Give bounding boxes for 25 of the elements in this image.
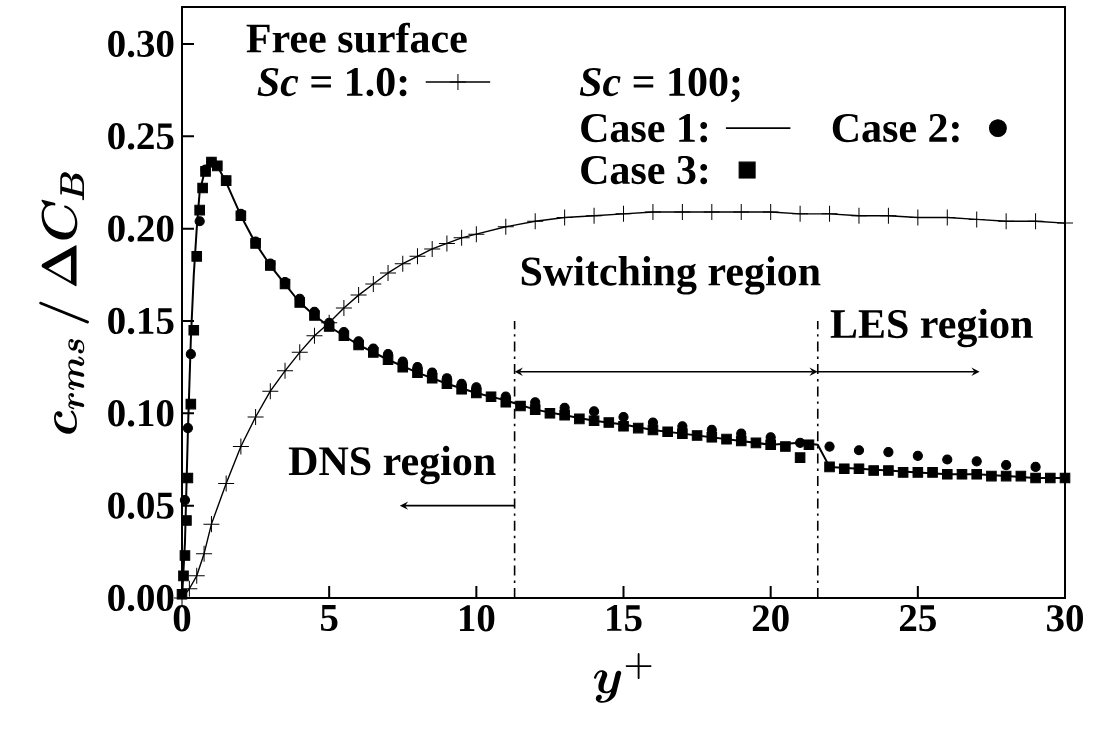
y-tick-label: 0.25 xyxy=(108,123,174,150)
x-tick-label: 5 xyxy=(320,605,338,631)
x-axis-title: $y^{+}$ xyxy=(593,653,652,703)
x-tick-label: 30 xyxy=(1046,605,1084,632)
legend-title: Free surface xyxy=(246,22,467,53)
y-tick-label: 0.15 xyxy=(108,307,174,335)
annotation: Sc = 100; xyxy=(579,67,740,103)
x-tick-label: 20 xyxy=(752,605,789,632)
y-tick-label: 0.10 xyxy=(108,400,174,427)
annotation: LES region xyxy=(830,308,1033,348)
y-tick-label: 0.30 xyxy=(108,30,174,58)
annotation: Switching region xyxy=(521,256,821,295)
x-tick-label: 0 xyxy=(173,605,191,632)
annotation: DNS region xyxy=(288,445,496,485)
x-tick-label: 25 xyxy=(899,605,936,632)
legend-label: Case 3: xyxy=(581,155,708,185)
y-tick-label: 0.05 xyxy=(108,492,174,519)
legend-label: Case 2: xyxy=(832,113,959,143)
y-tick-label: 0.00 xyxy=(108,584,174,612)
x-tick-label: 10 xyxy=(459,605,495,632)
x-tick-label: 15 xyxy=(607,605,642,632)
y-tick-label: 0.20 xyxy=(108,215,174,242)
legend-label: Sc = 1.0: xyxy=(257,67,407,97)
y-axis-title: $c_{rms}\,/\,\Delta C_{B}$ xyxy=(39,172,89,434)
legend-label: Case 1: xyxy=(581,113,708,143)
